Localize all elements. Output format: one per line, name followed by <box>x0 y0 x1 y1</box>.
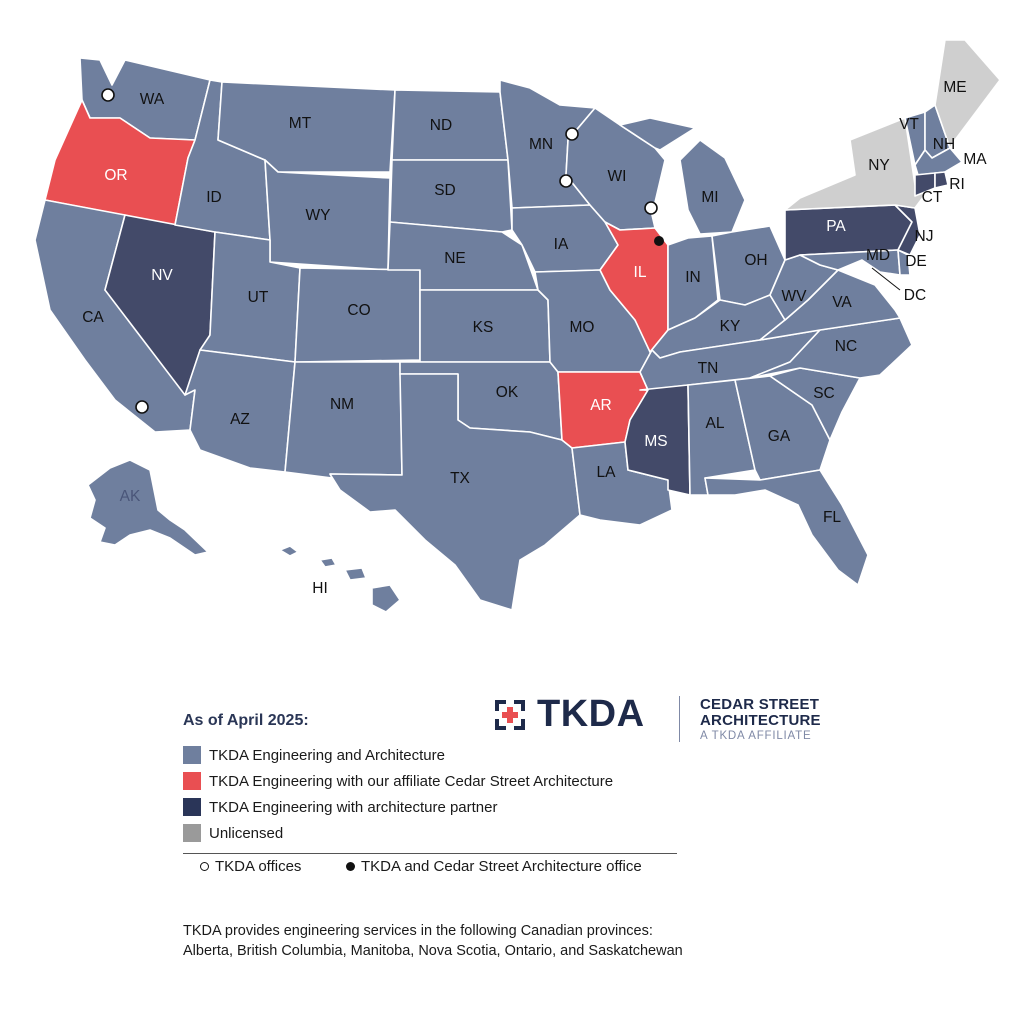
state-label-in: IN <box>685 269 701 286</box>
state-label-me: ME <box>943 79 966 96</box>
office-wi <box>644 201 658 215</box>
legend-label: TKDA Engineering with our affiliate Ceda… <box>209 772 614 790</box>
state-label-mi: MI <box>701 189 718 206</box>
cedar-street-logo: CEDAR STREET ARCHITECTURE A TKDA AFFILIA… <box>700 697 821 743</box>
state-label-ok: OK <box>496 384 519 401</box>
state-label-sc: SC <box>813 385 835 402</box>
state-label-nm: NM <box>330 396 354 413</box>
state-label-nd: ND <box>430 117 452 134</box>
state-label-ms: MS <box>644 433 667 450</box>
legend-item-combined-office: TKDA and Cedar Street Architecture offic… <box>346 858 642 875</box>
state-label-mt: MT <box>289 115 312 132</box>
state-label-md: MD <box>866 247 890 264</box>
legend-item-offices: TKDA offices <box>200 858 301 875</box>
office-mn-north <box>565 127 579 141</box>
state-label-ne: NE <box>444 250 466 267</box>
legend-divider <box>183 853 677 854</box>
open-circle-icon <box>200 862 209 871</box>
state-label-mo: MO <box>570 319 595 336</box>
tkda-wordmark: TKDA <box>537 693 645 735</box>
state-label-ia: IA <box>554 236 569 253</box>
state-tx[interactable] <box>329 373 581 611</box>
office-mn-south <box>559 174 573 188</box>
state-ri[interactable] <box>934 171 949 189</box>
state-label-mn: MN <box>529 136 553 153</box>
state-label-ct: CT <box>922 189 943 206</box>
tkda-bracket-cross-logo-icon <box>493 698 527 732</box>
state-label-fl: FL <box>823 509 841 526</box>
office-ca <box>135 400 149 414</box>
state-label-tn: TN <box>698 360 719 377</box>
cedar-line-1: CEDAR STREET <box>700 696 820 713</box>
state-label-de: DE <box>905 253 927 270</box>
legend-title: As of April 2025: <box>183 712 309 729</box>
legend-label: TKDA offices <box>215 858 302 875</box>
office-wa <box>101 88 115 102</box>
state-label-ak: AK <box>120 488 141 505</box>
state-label-wi: WI <box>608 168 627 185</box>
state-label-nh: NH <box>933 136 955 153</box>
state-nm[interactable] <box>284 361 403 479</box>
legend-swatch-engineering-architecture <box>183 746 201 764</box>
cedar-line-3: A TKDA AFFILIATE <box>700 730 812 742</box>
legend-item-unlicensed: Unlicensed <box>183 824 283 842</box>
state-label-ma: MA <box>963 151 987 168</box>
state-label-vt: VT <box>899 116 919 133</box>
state-label-wa: WA <box>140 91 165 108</box>
state-label-ga: GA <box>768 428 791 445</box>
legend-swatch-partner <box>183 798 201 816</box>
state-sd[interactable] <box>389 159 513 233</box>
state-label-va: VA <box>832 294 852 311</box>
filled-circle-icon <box>346 862 355 871</box>
logo-divider <box>679 696 680 742</box>
legend-swatch-affiliate <box>183 772 201 790</box>
state-label-nj: NJ <box>915 228 934 245</box>
legend-item-affiliate: TKDA Engineering with our affiliate Ceda… <box>183 772 613 790</box>
state-label-ny: NY <box>868 157 890 174</box>
legend-item-partner: TKDA Engineering with architecture partn… <box>183 798 497 816</box>
office-il-combined <box>654 236 664 246</box>
state-label-pa: PA <box>826 218 846 235</box>
state-label-wy: WY <box>306 207 331 224</box>
state-label-ca: CA <box>82 309 104 326</box>
state-label-ks: KS <box>473 319 494 336</box>
state-label-ri: RI <box>949 176 965 193</box>
state-label-or: OR <box>104 167 127 184</box>
state-label-az: AZ <box>230 411 250 428</box>
state-label-ut: UT <box>248 289 269 306</box>
state-label-hi: HI <box>312 580 328 597</box>
state-label-la: LA <box>597 464 617 481</box>
state-label-il: IL <box>634 264 647 281</box>
state-hi[interactable] <box>279 545 401 613</box>
state-label-co: CO <box>347 302 370 319</box>
state-label-sd: SD <box>434 182 456 199</box>
legend-label: Unlicensed <box>209 824 284 842</box>
state-mi[interactable] <box>619 117 746 235</box>
state-me[interactable] <box>934 39 1001 149</box>
legend-item-engineering-architecture: TKDA Engineering and Architecture <box>183 746 445 764</box>
state-label-oh: OH <box>744 252 767 269</box>
state-label-ar: AR <box>590 397 612 414</box>
state-ak[interactable] <box>87 459 209 556</box>
state-label-al: AL <box>706 415 725 432</box>
state-label-tx: TX <box>450 470 470 487</box>
us-license-map: WA OR CA NV ID MT WY UT AZ CO NM ND SD NE KS OK TX MN IA MO… <box>34 39 1001 613</box>
state-label-nv: NV <box>151 267 173 284</box>
legend-label: TKDA Engineering with architecture partn… <box>209 798 498 816</box>
state-label-wv: WV <box>782 288 808 305</box>
state-label-nc: NC <box>835 338 857 355</box>
cedar-line-2: ARCHITECTURE <box>700 712 821 729</box>
state-fl[interactable] <box>704 469 869 586</box>
canada-note-line-1: TKDA provides engineering services in th… <box>183 923 653 939</box>
dc-leader-line <box>871 267 901 291</box>
state-label-id: ID <box>206 189 222 206</box>
legend-label: TKDA and Cedar Street Architecture offic… <box>361 858 642 875</box>
canada-note: TKDA provides engineering services in th… <box>183 921 683 961</box>
legend-label: TKDA Engineering and Architecture <box>209 746 445 764</box>
state-label-dc: DC <box>904 287 926 304</box>
state-label-ky: KY <box>720 318 741 335</box>
legend-swatch-unlicensed <box>183 824 201 842</box>
tkda-logo: TKDA <box>493 693 645 736</box>
canada-note-line-2: Alberta, British Columbia, Manitoba, Nov… <box>183 943 683 959</box>
